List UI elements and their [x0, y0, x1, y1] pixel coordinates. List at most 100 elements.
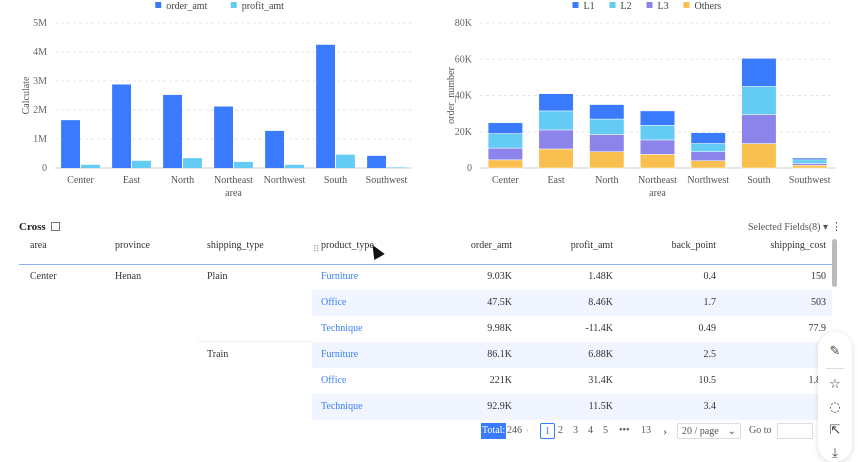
share-icon[interactable]: ⇱ [829, 423, 841, 438]
column-header-province[interactable]: province [115, 240, 150, 251]
bar-L2-Northwest[interactable] [690, 143, 726, 152]
legend-item-L1[interactable]: L1 [572, 1, 595, 12]
column-header-shipping_type[interactable]: shipping_type [207, 240, 264, 251]
legend-item-L2[interactable]: L2 [609, 1, 632, 12]
x-axis-title: area [649, 188, 666, 199]
bar-profit_amt-Southwest[interactable] [387, 167, 406, 168]
bar-order_amt-Northeast[interactable] [214, 106, 233, 168]
download-icon[interactable]: ⤓ [832, 446, 838, 461]
bar-profit_amt-Northeast[interactable] [234, 161, 253, 168]
table-cell-back_point: 10.5 [698, 375, 717, 386]
selected-fields-dropdown[interactable]: Selected Fields(8) ▾ [748, 222, 829, 233]
bar-Others-Northwest[interactable] [690, 160, 726, 169]
page-•••[interactable]: ••• [619, 425, 630, 436]
bar-L1-South[interactable] [741, 58, 777, 87]
bar-order_amt-East[interactable] [112, 84, 131, 168]
x-tick-label: Center [492, 175, 519, 186]
column-header-profit_amt[interactable]: profit_amt [570, 240, 613, 251]
bar-Others-Center[interactable] [487, 159, 523, 169]
bar-order_amt-Northwest[interactable] [265, 130, 284, 168]
cell-shipping-type: Train [207, 349, 229, 360]
legend-item-order_amt[interactable]: order_amt [155, 1, 208, 12]
comment-icon[interactable]: ◌ [829, 400, 841, 415]
bar-L2-East[interactable] [538, 110, 574, 131]
table-row-product[interactable]: Office [321, 375, 347, 386]
goto-input[interactable] [777, 423, 813, 439]
bar-profit_amt-North[interactable] [183, 158, 202, 168]
table-row-product[interactable]: Technique [321, 401, 363, 412]
more-icon[interactable]: ⋮ [831, 221, 842, 233]
bar-Others-Southwest[interactable] [792, 165, 828, 169]
bar-L2-Center[interactable] [487, 133, 523, 149]
page-3[interactable]: 3 [573, 425, 578, 436]
bar-L2-South[interactable] [741, 86, 777, 115]
page-13[interactable]: 13 [641, 425, 651, 436]
column-header-area[interactable]: area [30, 240, 47, 251]
bar-L1-Southwest[interactable] [792, 157, 828, 161]
bar-profit_amt-Center[interactable] [81, 164, 100, 168]
drag-handle-icon[interactable]: ⠿ [313, 245, 320, 255]
next-page-icon[interactable]: › [663, 424, 667, 438]
y-tick-label: 3M [33, 76, 47, 87]
table-row-product[interactable]: Furniture [321, 349, 359, 360]
bar-Others-Northeast[interactable] [640, 154, 675, 169]
floating-toolbar: ✎ ☆ ◌ ⇱ ⤓ [818, 332, 852, 462]
page-2[interactable]: 2 [558, 425, 563, 436]
bar-order_amt-North[interactable] [163, 94, 182, 168]
bar-L3-East[interactable] [538, 129, 574, 150]
x-tick-label: Center [67, 175, 94, 186]
legend-label: profit_amt [242, 1, 284, 12]
bar-L2-Northeast[interactable] [640, 125, 675, 141]
bar-L3-Southwest[interactable] [792, 163, 828, 166]
column-header-product_type[interactable]: product_type [321, 240, 374, 251]
legend-label: L1 [584, 1, 595, 12]
bar-order_amt-Center[interactable] [61, 120, 80, 168]
page-4[interactable]: 4 [588, 425, 593, 436]
table-cell-shipping_cost: 503 [811, 297, 826, 308]
bar-L3-Northwest[interactable] [690, 151, 726, 161]
column-header-back_point[interactable]: back_point [671, 240, 716, 251]
bar-order_amt-Southwest[interactable] [367, 155, 386, 168]
table-row-product[interactable]: Office [321, 297, 347, 308]
page-5[interactable]: 5 [603, 425, 608, 436]
bar-Others-East[interactable] [538, 148, 574, 169]
edit-icon[interactable]: ✎ [829, 344, 841, 359]
bar-profit_amt-East[interactable] [132, 160, 151, 168]
bar-profit_amt-South[interactable] [336, 154, 355, 168]
collapse-icon[interactable] [51, 222, 61, 231]
bar-L1-North[interactable] [589, 104, 625, 120]
y-tick-label: 80K [455, 18, 473, 29]
bar-L3-Center[interactable] [487, 147, 523, 161]
bar-L1-East[interactable] [538, 93, 574, 112]
column-header-order_amt[interactable]: order_amt [470, 240, 512, 251]
bar-order_amt-South[interactable] [316, 44, 335, 168]
bar-L3-South[interactable] [741, 114, 777, 144]
bar-L2-Southwest[interactable] [792, 159, 828, 164]
legend-item-L3[interactable]: L3 [646, 1, 669, 12]
legend-item-Others[interactable]: Others [683, 1, 722, 12]
bar-L2-North[interactable] [589, 118, 625, 135]
table-row-product[interactable]: Technique [321, 323, 363, 334]
goto-label: Go to [749, 425, 772, 436]
table-row-product[interactable]: Furniture [321, 271, 359, 282]
vertical-scrollbar[interactable] [832, 239, 837, 287]
bar-L1-Northeast[interactable] [640, 110, 675, 126]
y-tick-label: 1M [33, 134, 47, 145]
star-icon[interactable]: ☆ [829, 377, 841, 392]
column-header-shipping_cost[interactable]: shipping_cost [770, 240, 826, 251]
bar-Others-South[interactable] [741, 143, 777, 169]
bar-L1-Center[interactable] [487, 122, 523, 134]
y-axis-title: Calculate [21, 76, 32, 114]
page-1[interactable]: 1 [540, 423, 555, 439]
bar-L3-Northeast[interactable] [640, 139, 675, 155]
table-cell-profit_amt: 31.4K [588, 375, 613, 386]
bar-profit_amt-Northwest[interactable] [285, 164, 304, 168]
bar-L1-Northwest[interactable] [690, 132, 726, 144]
y-tick-label: 20K [455, 127, 473, 138]
prev-page-icon[interactable]: ‹ [526, 425, 530, 436]
legend-swatch [609, 2, 616, 8]
page-size-select[interactable]: 20 / page ⌄ [677, 423, 741, 439]
legend-item-profit_amt[interactable]: profit_amt [230, 1, 284, 12]
bar-Others-North[interactable] [589, 151, 625, 169]
bar-L3-North[interactable] [589, 134, 625, 152]
